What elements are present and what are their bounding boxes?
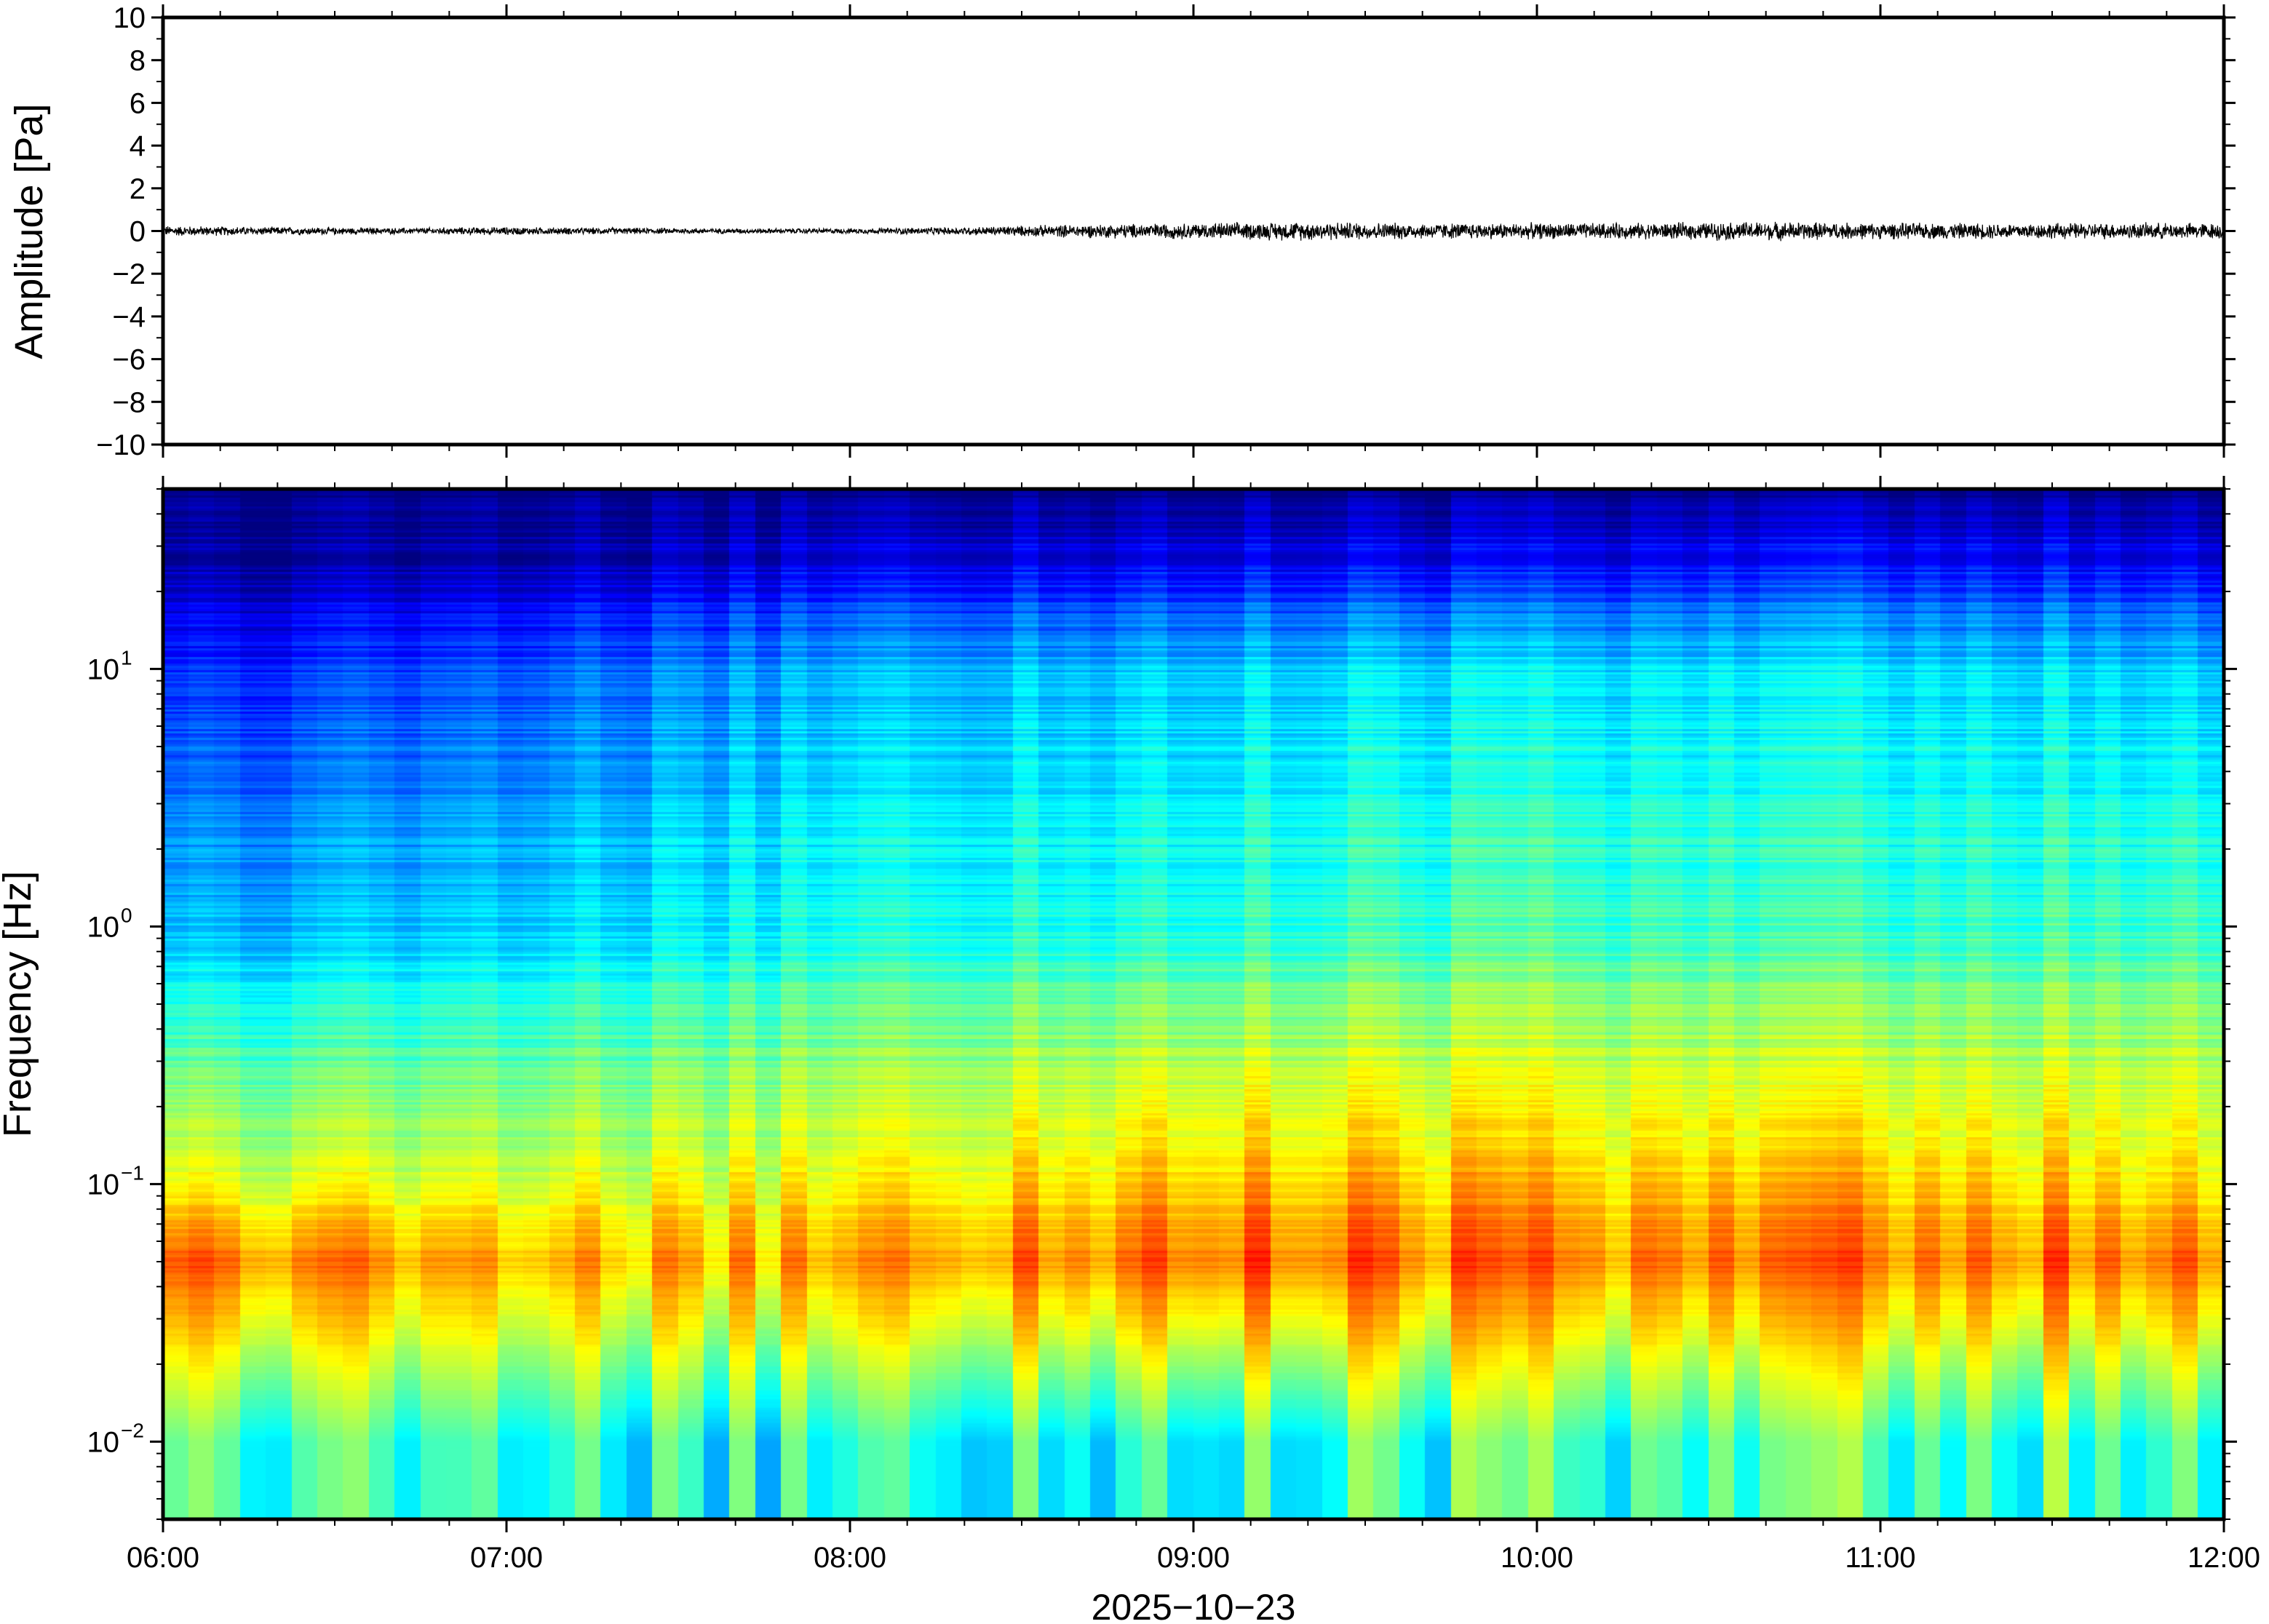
waveform-y-tick-label: −2 bbox=[112, 258, 146, 290]
x-tick-label: 08:00 bbox=[814, 1542, 886, 1574]
spectrogram-y-tick-exponent: 1 bbox=[121, 646, 132, 669]
waveform-y-tick-label: −10 bbox=[96, 429, 146, 461]
waveform-y-tick-label: 4 bbox=[130, 130, 146, 162]
waveform-y-tick-label: 0 bbox=[130, 216, 146, 248]
waveform-y-axis-title: Amplitude [Pa] bbox=[7, 103, 51, 359]
spectrogram-y-tick-exponent: −1 bbox=[121, 1161, 144, 1184]
waveform-y-tick-label: 8 bbox=[130, 45, 146, 77]
spectrogram-y-tick-exponent: 0 bbox=[121, 904, 132, 926]
x-tick-label: 10:00 bbox=[1501, 1542, 1573, 1574]
spectrogram-y-tick-label: 10 bbox=[87, 1426, 120, 1458]
waveform-y-tick-label: 6 bbox=[130, 87, 146, 119]
spectrogram-y-axis-title: Frequency [Hz] bbox=[0, 871, 39, 1137]
waveform-y-tick-label: −4 bbox=[112, 301, 146, 333]
waveform-y-tick-label: −6 bbox=[112, 344, 146, 376]
spectrogram-y-tick-exponent: −2 bbox=[121, 1419, 144, 1441]
waveform-trace bbox=[162, 221, 2225, 242]
waveform-y-tick-label: −8 bbox=[112, 386, 146, 418]
x-axis-date-label: 2025−10−23 bbox=[1092, 1587, 1296, 1624]
spectrogram-y-tick-label: 10 bbox=[87, 653, 120, 685]
x-tick-label: 06:00 bbox=[127, 1542, 199, 1574]
waveform-y-tick-label: 2 bbox=[130, 173, 146, 205]
waveform-y-tick-label: 10 bbox=[114, 2, 146, 34]
spectrogram-frame bbox=[161, 487, 2226, 1521]
spectrogram-y-tick-label: 10 bbox=[87, 1169, 120, 1201]
spectrogram-heatmap bbox=[163, 489, 2224, 1519]
x-tick-label: 12:00 bbox=[2187, 1542, 2260, 1574]
waveform-frame bbox=[161, 15, 2226, 447]
spectrogram-x-ticks: 06:00 07:00 08:00 09:00 10:00 11:00 12:00 bbox=[127, 476, 2260, 1574]
spectrogram-image-holder bbox=[163, 489, 2224, 1519]
spectrogram-y-tick-label: 10 bbox=[87, 911, 120, 943]
waveform-y-ticks: 10 8 6 4 2 0 −2 −4 −6 −8 −10 bbox=[96, 2, 2236, 461]
x-tick-label: 11:00 bbox=[1845, 1542, 1915, 1574]
waveform-panel: 10 8 6 4 2 0 −2 −4 −6 −8 −10 Amplitude [Pa] bbox=[7, 2, 2236, 461]
x-tick-label: 07:00 bbox=[470, 1542, 543, 1574]
x-tick-label: 09:00 bbox=[1157, 1542, 1230, 1574]
